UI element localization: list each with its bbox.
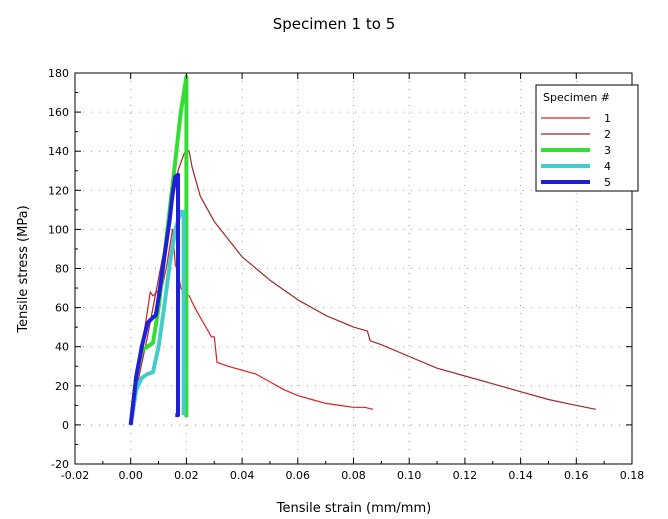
y-tick-label: 20 xyxy=(55,380,69,393)
legend-label-3: 3 xyxy=(604,144,611,157)
y-tick-label: 160 xyxy=(48,106,69,119)
x-tick-label: 0.16 xyxy=(564,469,589,482)
x-tick-label: 0.10 xyxy=(397,469,422,482)
y-tick-label: -20 xyxy=(51,458,69,471)
x-axis-label: Tensile strain (mm/mm) xyxy=(276,501,431,516)
y-tick-label: 120 xyxy=(48,184,69,197)
y-tick-label: 80 xyxy=(55,263,69,276)
x-tick-label: 0.02 xyxy=(174,469,199,482)
series-line-5 xyxy=(128,172,180,426)
legend: Specimen # 1 2 3 4 5 xyxy=(535,84,639,192)
y-tick-label: 60 xyxy=(55,302,69,315)
series-line-4 xyxy=(128,209,186,426)
x-tick-label: 0.12 xyxy=(453,469,478,482)
legend-label-4: 4 xyxy=(604,160,611,173)
legend-label-1: 1 xyxy=(604,112,611,125)
y-tick-label: 180 xyxy=(48,67,69,80)
y-tick-label: 100 xyxy=(48,223,69,236)
x-axis-ticks: -0.02 0.00 0.02 0.04 0.06 0.08 0.10 0.12 0.14 0.1… xyxy=(61,73,644,482)
y-tick-label: 40 xyxy=(55,341,69,354)
series-lines xyxy=(128,74,596,426)
x-tick-label: -0.02 xyxy=(61,469,89,482)
x-tick-label: 0.18 xyxy=(620,469,645,482)
legend-box xyxy=(535,84,639,192)
x-tick-label: 0.08 xyxy=(341,469,366,482)
legend-label-2: 2 xyxy=(604,128,611,141)
y-axis-label: Tensile stress (MPa) xyxy=(16,205,31,333)
y-axis-ticks: -20 0 20 40 60 80 100 120 140 160 180 xyxy=(48,67,632,471)
chart-title: Specimen 1 to 5 xyxy=(273,15,395,33)
y-tick-label: 0 xyxy=(62,419,69,432)
y-tick-label: 140 xyxy=(48,145,69,158)
series-line-1 xyxy=(130,228,374,425)
x-tick-label: 0.04 xyxy=(230,469,255,482)
x-tick-label: 0.14 xyxy=(508,469,533,482)
x-tick-label: 0.00 xyxy=(118,469,143,482)
legend-label-5: 5 xyxy=(604,176,611,189)
x-tick-label: 0.06 xyxy=(286,469,311,482)
legend-title: Specimen # xyxy=(543,91,610,104)
